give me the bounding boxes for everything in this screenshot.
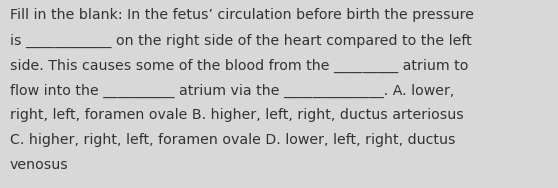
Text: is ____________ on the right side of the heart compared to the left: is ____________ on the right side of the… xyxy=(10,33,472,48)
Text: C. higher, right, left, foramen ovale D. lower, left, right, ductus: C. higher, right, left, foramen ovale D.… xyxy=(10,133,455,147)
Text: Fill in the blank: In the fetus’ circulation before birth the pressure: Fill in the blank: In the fetus’ circula… xyxy=(10,8,474,22)
Text: right, left, foramen ovale B. higher, left, right, ductus arteriosus: right, left, foramen ovale B. higher, le… xyxy=(10,108,464,122)
Text: venosus: venosus xyxy=(10,158,69,172)
Text: flow into the __________ atrium via the ______________. A. lower,: flow into the __________ atrium via the … xyxy=(10,83,454,98)
Text: side. This causes some of the blood from the _________ atrium to: side. This causes some of the blood from… xyxy=(10,58,468,73)
